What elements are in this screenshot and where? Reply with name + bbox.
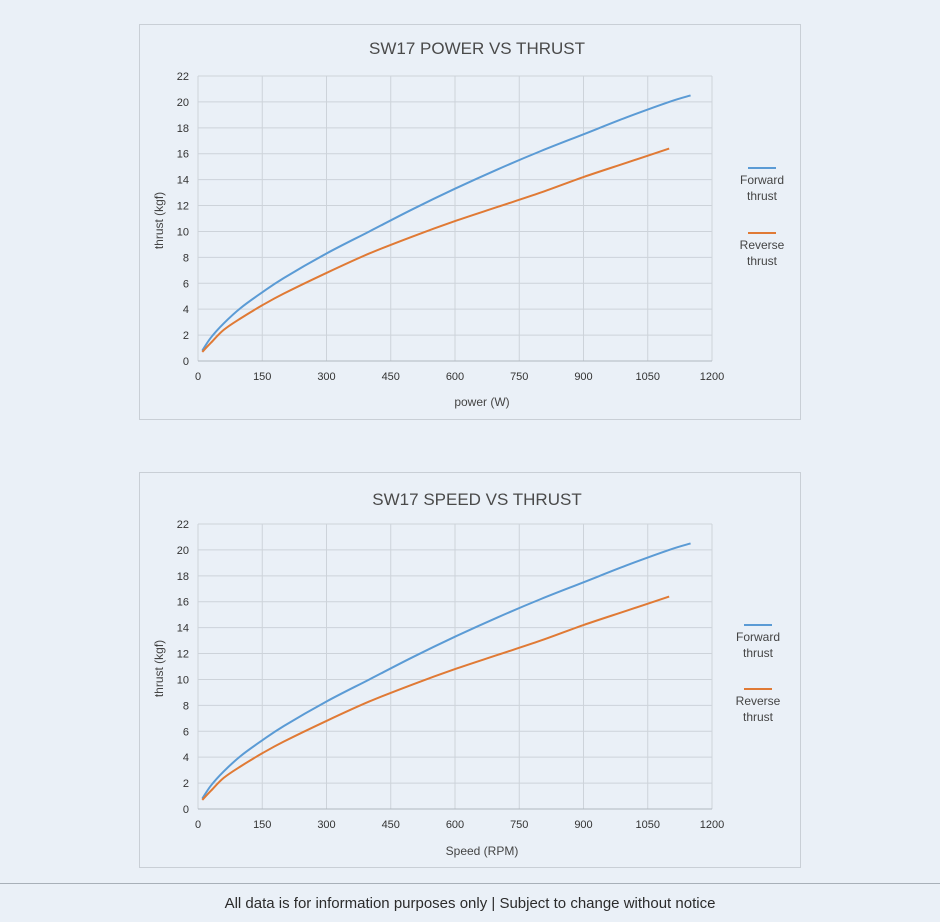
footer-disclaimer: All data is for information purposes onl…	[224, 894, 716, 912]
y-tick-label: 14	[177, 623, 189, 635]
series-line-reverse	[201, 147, 670, 353]
x-axis-label: power (W)	[454, 395, 509, 409]
x-tick-label: 150	[253, 819, 271, 831]
x-tick-label: 450	[382, 371, 400, 383]
legend-label: Reverse thrust	[740, 238, 785, 268]
x-tick-label: 600	[446, 819, 464, 831]
y-tick-label: 10	[177, 226, 189, 238]
y-tick-label: 2	[183, 778, 189, 790]
series-line-reverse	[201, 595, 670, 801]
x-tick-label: 1050	[636, 371, 660, 383]
speed-vs-thrust-chart: SW17 SPEED VS THRUST 0 2 4 6 8 10 12 14 16 18 20 22 0…	[139, 472, 801, 868]
speed-vs-thrust-svg: SW17 SPEED VS THRUST 0 2 4 6 8 10 12 14 16 18 20 22 0…	[152, 490, 781, 858]
series-line-forward	[201, 542, 691, 800]
y-axis-label: thrust (kgf)	[152, 640, 166, 697]
power-vs-thrust-chart: SW17 POWER VS THRUST 0 2 4 6 8 10 12 14 16 18 20 22 0…	[139, 24, 801, 420]
series-line-forward	[201, 94, 691, 352]
y-tick-label: 8	[183, 700, 189, 712]
y-tick-label: 0	[183, 804, 189, 816]
x-tick-label: 150	[253, 371, 271, 383]
y-axis-label: thrust (kgf)	[152, 192, 166, 249]
y-tick-label: 16	[177, 597, 189, 609]
y-tick-label: 12	[177, 649, 189, 661]
y-tick-label: 18	[177, 123, 189, 135]
y-tick-label: 20	[177, 545, 189, 557]
y-tick-label: 22	[177, 519, 189, 531]
y-tick-label: 6	[183, 726, 189, 738]
chart-title: SW17 POWER VS THRUST	[369, 39, 585, 58]
x-tick-label: 1050	[636, 819, 660, 831]
x-tick-label: 750	[510, 371, 528, 383]
legend-label: Forward thrust	[736, 630, 780, 660]
x-tick-label: 450	[382, 819, 400, 831]
y-tick-label: 8	[183, 252, 189, 264]
footer-divider	[0, 883, 940, 884]
x-tick-label: 900	[574, 371, 592, 383]
x-tick-label: 0	[195, 371, 201, 383]
grid	[197, 75, 713, 362]
y-tick-label: 0	[183, 356, 189, 368]
legend-label: Forward thrust	[740, 173, 784, 203]
y-tick-label: 20	[177, 97, 189, 109]
x-tick-label: 900	[574, 819, 592, 831]
grid	[197, 523, 713, 810]
y-tick-label: 22	[177, 71, 189, 83]
y-tick-label: 10	[177, 674, 189, 686]
power-vs-thrust-svg: SW17 POWER VS THRUST 0 2 4 6 8 10 12 14 16 18 20 22 0…	[152, 39, 785, 409]
x-axis-label: Speed (RPM)	[446, 844, 519, 858]
x-tick-label: 1200	[700, 371, 724, 383]
x-tick-label: 750	[510, 819, 528, 831]
y-tick-label: 6	[183, 278, 189, 290]
x-tick-label: 1200	[700, 819, 724, 831]
x-tick-label: 0	[195, 819, 201, 831]
x-tick-label: 600	[446, 371, 464, 383]
y-tick-label: 14	[177, 175, 189, 187]
x-tick-label: 300	[317, 819, 335, 831]
chart-title: SW17 SPEED VS THRUST	[372, 490, 581, 509]
y-tick-label: 2	[183, 330, 189, 342]
legend-label: Reverse thrust	[736, 694, 781, 724]
y-tick-label: 4	[183, 752, 189, 764]
y-tick-label: 16	[177, 149, 189, 161]
y-tick-label: 12	[177, 201, 189, 213]
x-tick-label: 300	[317, 371, 335, 383]
y-tick-label: 4	[183, 304, 189, 316]
y-tick-label: 18	[177, 571, 189, 583]
